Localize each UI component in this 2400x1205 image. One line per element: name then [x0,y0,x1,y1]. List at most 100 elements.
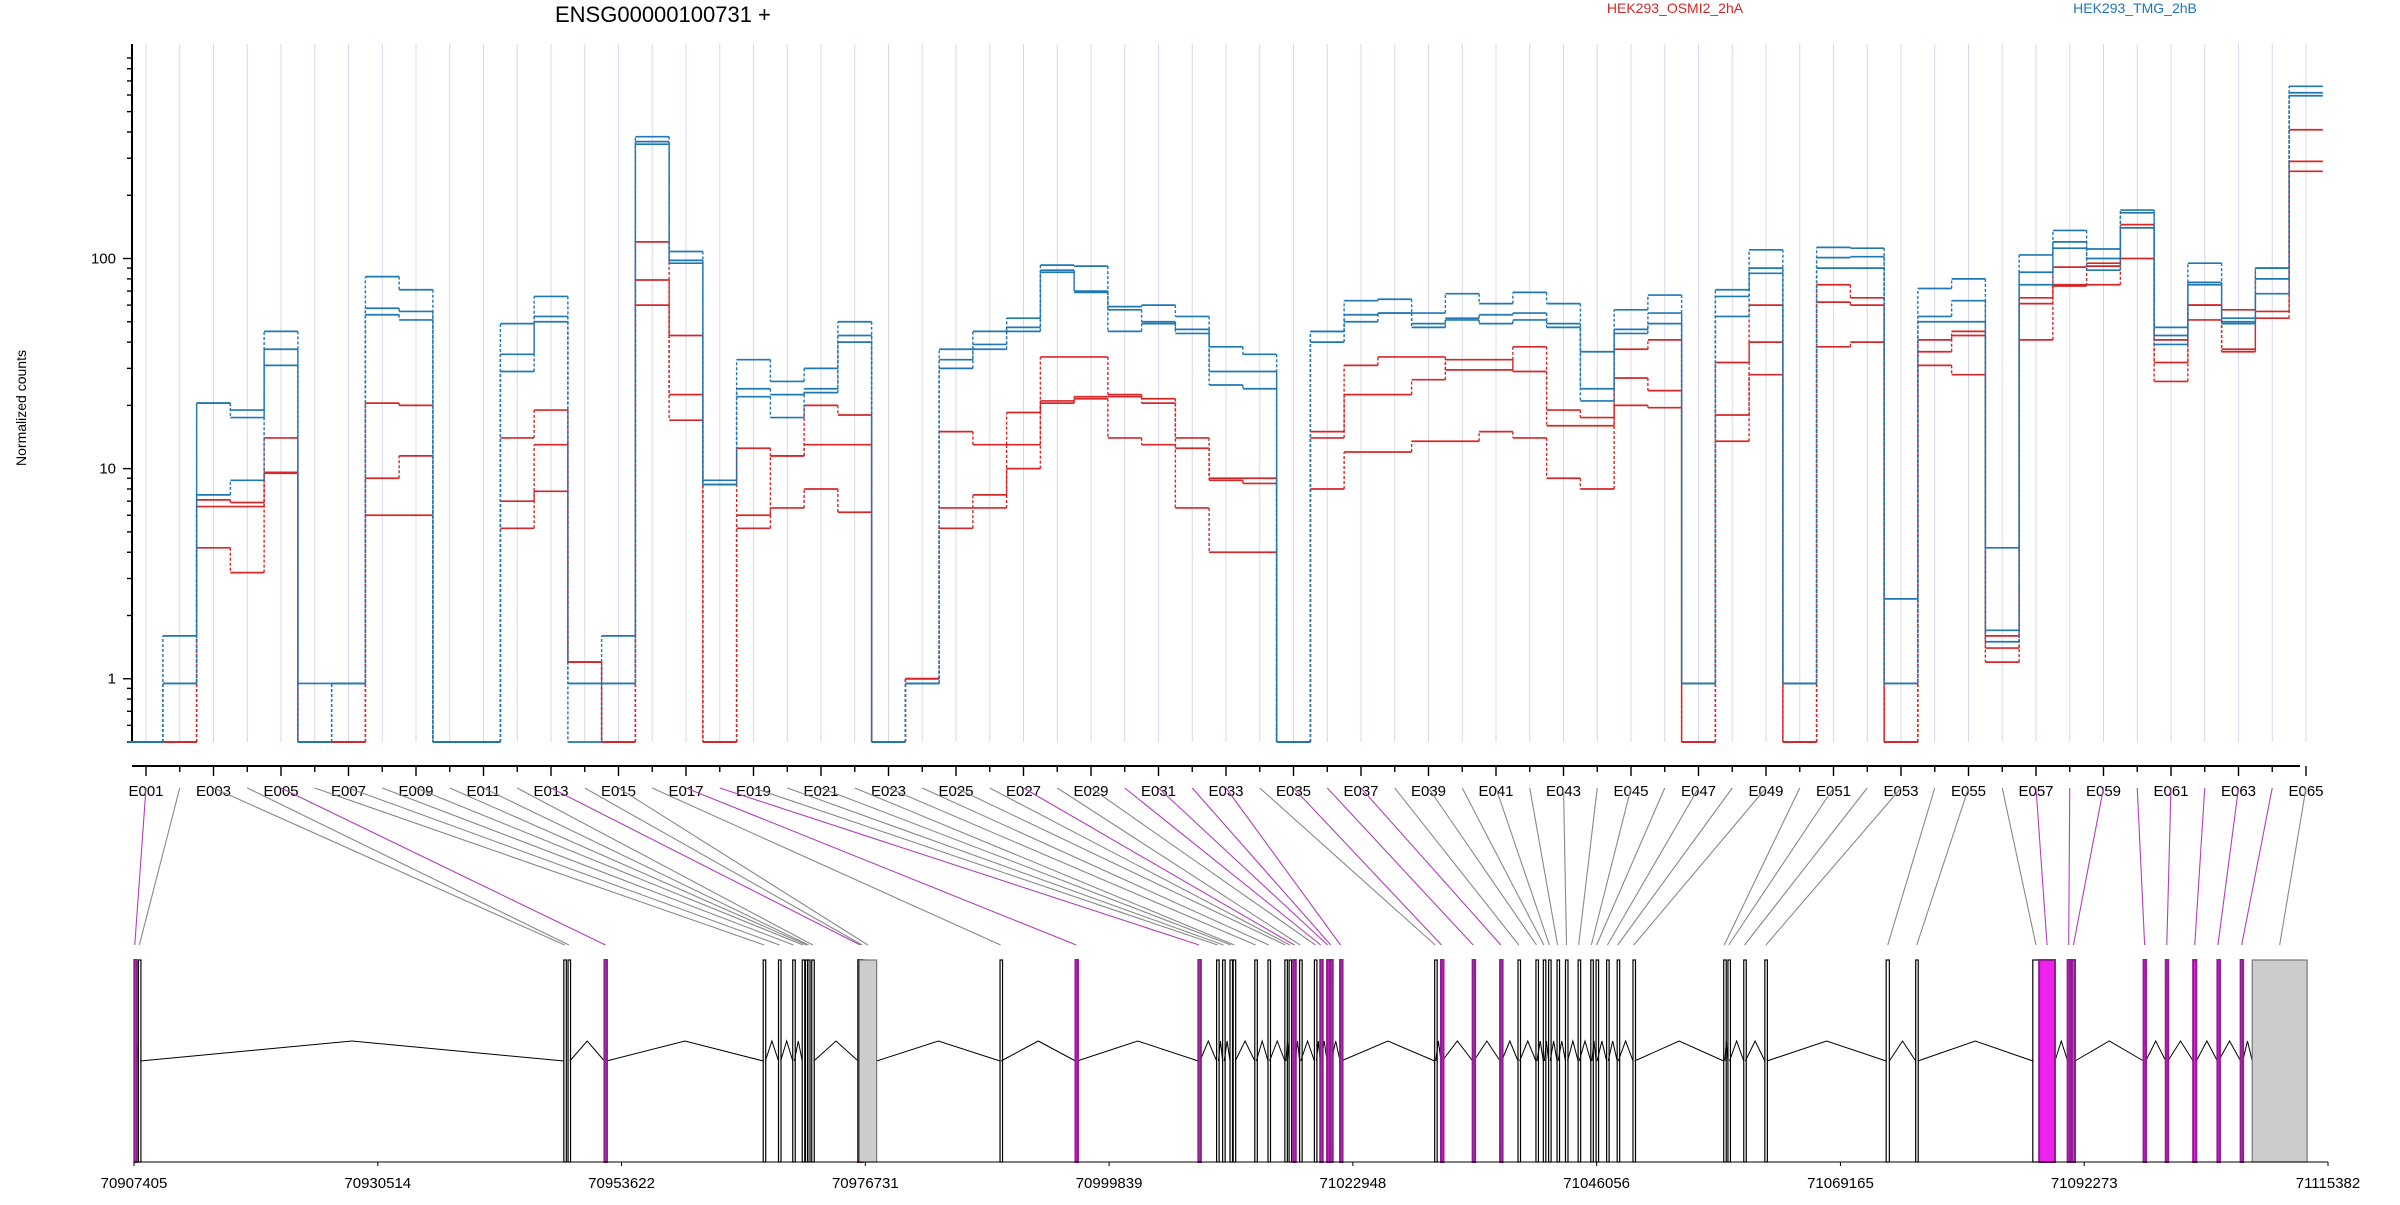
intron-line [2145,1039,2167,1062]
x-tick-label: E027 [1006,783,1041,800]
connector-E028 [1056,787,1301,946]
connector-E053 [1765,787,1902,946]
connector-E032 [1191,787,1332,946]
connector-E019 [753,787,1218,946]
connector-E052 [1744,787,1868,946]
coordinate-axis: 70907405 70930514 70953622 70976731 70999839… [101,1161,2360,1192]
x-tick-label: E023 [871,783,906,800]
intron-line [780,1039,794,1062]
exon-block-E057 [2038,959,2056,1163]
exon-block-E038 [1517,959,1522,1163]
intron-line [2167,1040,2194,1062]
connector-E039 [1428,787,1537,946]
x-tick-label: E019 [736,783,771,800]
x-tick-label: E031 [1141,783,1176,800]
exon-block-E017 [1074,959,1079,1163]
intron-line [1441,1040,1474,1062]
intron-line [1000,1040,1076,1062]
x-tick-label: E021 [803,783,838,800]
connector-E006 [314,787,765,946]
connector-E021 [820,787,1232,946]
legend-entry: HEK293_OSMI2_2hA [1607,0,1744,16]
exon-block-E009 [801,959,806,1163]
coord-tick-label: 71092273 [2051,1175,2118,1192]
connector-E038 [1394,787,1520,946]
connector-E063 [2217,787,2240,946]
intron-line [140,1040,564,1062]
x-tick-label: E009 [398,783,433,800]
connector-E045 [1590,787,1632,946]
intron-line [1340,1040,1435,1062]
intron-line [813,1040,859,1062]
exon-block-E035 [1439,959,1445,1163]
exon-block-E020 [1222,959,1226,1163]
connector-E065 [2279,787,2307,946]
intron-line [1255,1039,1269,1062]
exon-block-E063 [2216,959,2221,1163]
connector-E013 [550,787,861,946]
intron-line [1501,1039,1519,1062]
intron-line [1300,1039,1315,1062]
exon-block-E004 [567,959,572,1163]
exon-block-E021 [1229,959,1234,1163]
x-tick-label: E029 [1073,783,1108,800]
connector-E016 [652,787,1001,946]
exon-block-E041 [1548,959,1552,1163]
intron-line [1269,1039,1286,1062]
coord-tick-label: 71046056 [1563,1175,1630,1192]
legend-entry: HEK293_TMG_2hB [2073,0,2197,16]
connector-E060 [2136,787,2146,946]
connector-E033 [1225,787,1342,946]
x-tick-label: E035 [1276,783,1311,800]
gene-model [133,959,2308,1163]
connector-E018 [719,787,1200,946]
coord-tick-label: 70907405 [101,1175,168,1192]
intron-line [2054,1039,2069,1062]
exon-block-E043 [1564,959,1569,1163]
exon-block-E032 [1329,959,1334,1163]
connector-E031 [1158,787,1328,946]
coord-tick-label: 71069165 [1807,1175,1874,1192]
exon-block-E031 [1326,959,1331,1163]
exon-block-E006 [762,959,767,1163]
intron-line [1766,1040,1887,1062]
intron-line [1617,1039,1634,1062]
connector-E041 [1495,787,1550,946]
connector-E012 [516,787,814,946]
x-tick-label: E013 [533,783,568,800]
connector-E017 [685,787,1077,946]
connector-E049 [1633,787,1767,946]
connector-E002 [138,787,181,946]
connector-E009 [415,787,804,946]
x-tick-label: E051 [1816,783,1851,800]
x-tick-label: E003 [196,783,231,800]
connector-E046 [1596,787,1666,946]
exon-block-E023 [1254,959,1258,1163]
connector-E057 [2035,787,2048,946]
connector-E047 [1606,787,1699,946]
intron-line [2074,1040,2144,1062]
connector-E025 [955,787,1286,946]
connector-E064 [2241,787,2273,946]
exon-block-E033 [1339,959,1344,1163]
exon-block-E029 [1313,959,1318,1163]
connector-E059 [2072,787,2105,946]
exon-block-E062 [2192,959,2198,1163]
connector-E043 [1562,787,1568,946]
intron-line [1634,1040,1724,1062]
intron-line [1519,1039,1537,1062]
intron-line [569,1040,605,1062]
connector-E030 [1124,787,1322,946]
intron-line [2195,1039,2218,1062]
y-tick-label: 100 [91,251,116,268]
intron-line [1917,1040,2033,1062]
exon-guides [145,44,2307,742]
intron-line [606,1040,764,1062]
exon-block-E052 [1743,959,1747,1163]
exon-block-E008 [792,959,796,1163]
exon-block-E022 [1232,959,1237,1163]
coord-tick-label: 70930514 [344,1175,411,1192]
connector-E023 [888,787,1256,946]
